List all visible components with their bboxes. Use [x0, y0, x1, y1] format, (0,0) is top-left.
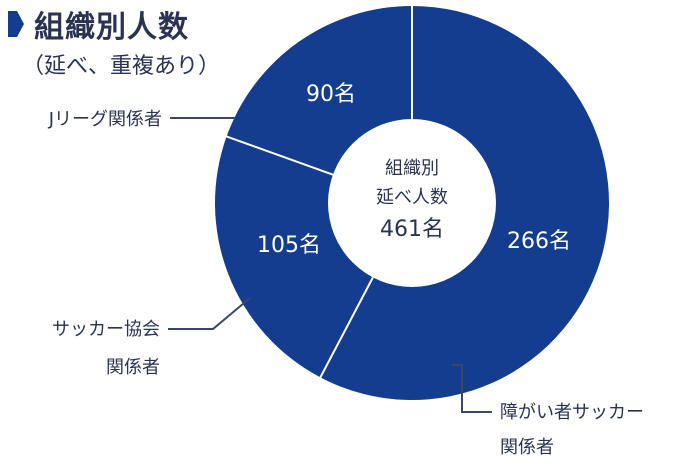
category-label-disabled-line1: 障がい者サッカー	[500, 402, 644, 423]
value-label-jleague: 90名	[306, 82, 356, 107]
category-label-jleague: Jリーグ関係者	[48, 109, 162, 130]
slice-divider	[224, 134, 334, 176]
donut-hole	[328, 119, 496, 287]
divider-group	[224, 4, 413, 380]
leader-line-association	[168, 297, 251, 330]
center-total-label: 461名	[380, 217, 444, 242]
chart-title: 組織別人数	[34, 10, 189, 45]
category-label-association-line1: サッカー協会	[52, 319, 160, 340]
value-label-disabled: 266名	[507, 229, 571, 254]
category-label-association-line2: 関係者	[106, 357, 160, 378]
leader-line-disabled	[452, 364, 492, 413]
chart-header: 組織別人数	[8, 2, 189, 46]
value-label-association: 105名	[257, 233, 321, 258]
center-label-line2: 延べ人数	[376, 187, 448, 208]
center-label-line1: 組織別	[385, 158, 439, 179]
title-marker-icon	[8, 11, 24, 37]
chart-subtitle: （延べ、重複あり）	[22, 54, 221, 79]
slice-divider	[318, 276, 374, 380]
category-label-disabled-line2: 関係者	[500, 437, 554, 458]
